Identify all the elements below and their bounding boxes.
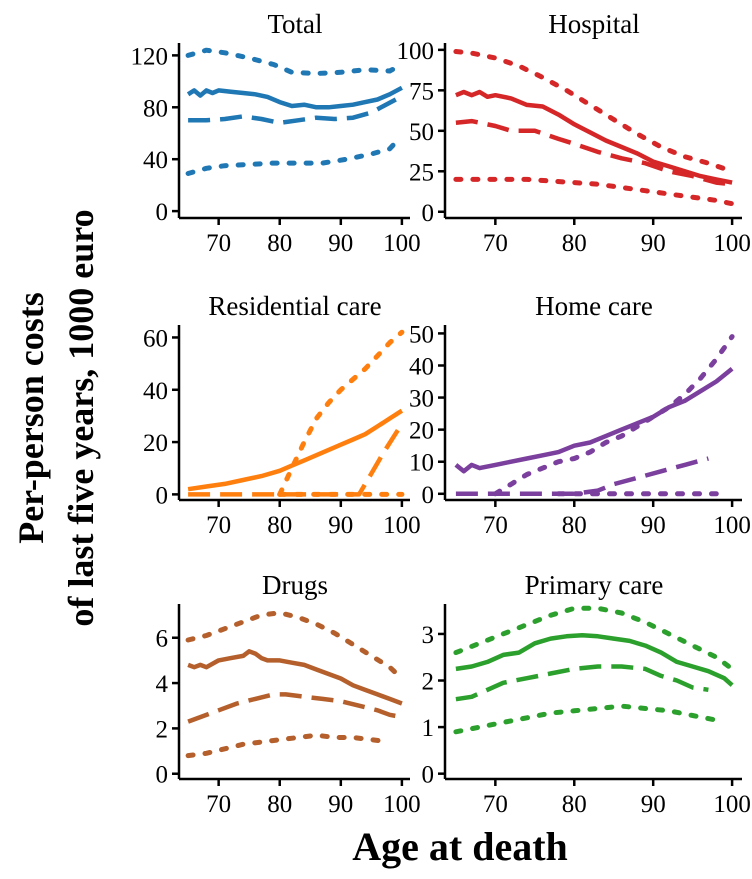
series-line-dashed-2: [188, 97, 397, 126]
y-tick-label: 100: [397, 38, 435, 65]
y-tick-label: 2: [422, 669, 435, 696]
series-line-dotted-3: [453, 605, 735, 672]
panel-title: Total: [267, 9, 322, 39]
x-tick-label: 90: [328, 230, 353, 257]
x-tick-label: 70: [206, 230, 231, 257]
y-tick-label: 75: [409, 78, 434, 105]
y-tick-label: 0: [156, 482, 169, 509]
series-line-solid-1: [187, 408, 404, 492]
x-tick-label: 70: [483, 230, 508, 257]
y-tick-label: 0: [422, 200, 435, 227]
x-tick-label: 70: [483, 791, 508, 818]
y-axis-label-line1: Per-person costs: [11, 292, 51, 544]
x-axis-label: Age at death: [352, 824, 568, 869]
x-tick-label: 90: [328, 512, 353, 539]
panel-total: Total 0 40 80 120 70 80 90 100: [131, 9, 421, 257]
y-tick-label: 0: [156, 762, 169, 789]
panel-residential-care: Residential care 0 20 40 60 70 80 90 100: [143, 291, 421, 539]
series-line-solid-1: [455, 89, 733, 185]
x-tick-label: 80: [562, 230, 587, 257]
x-tick-label: 100: [713, 512, 751, 539]
x-tick-label: 100: [383, 512, 421, 539]
series-line-dotted-3: [492, 334, 735, 497]
y-tick-label: 50: [409, 321, 434, 348]
panel-title: Home care: [535, 291, 653, 321]
y-tick-label: 10: [409, 450, 434, 477]
series-line-dotted-3: [185, 47, 405, 76]
series-line-solid-1: [187, 649, 403, 706]
x-tick-label: 70: [206, 791, 231, 818]
y-tick-label: 0: [422, 762, 435, 789]
x-tick-label: 100: [713, 230, 751, 257]
x-tick-label: 80: [267, 791, 292, 818]
x-tick-label: 80: [562, 512, 587, 539]
y-tick-label: 4: [156, 671, 169, 698]
series-line-dotted-3: [277, 329, 405, 497]
panel-primary-care: Primary care 0 1 2 3 70 80 90 100: [422, 570, 751, 818]
series-line-solid-1: [455, 633, 734, 687]
x-tick-label: 90: [641, 230, 666, 257]
panel-title: Hospital: [548, 9, 640, 39]
y-tick-label: 3: [422, 622, 435, 649]
series-line-dashed-2: [455, 118, 733, 187]
y-tick-label: 40: [143, 378, 168, 405]
y-tick-label: 60: [143, 325, 168, 352]
y-tick-label: 2: [156, 716, 169, 743]
series-line-dashed-2: [187, 692, 403, 724]
series-line-dotted-4: [185, 732, 393, 759]
series-line-dotted-4: [185, 139, 399, 176]
y-tick-label: 120: [131, 43, 169, 70]
y-tick-label: 40: [143, 147, 168, 174]
panel-home-care: Home care 0 10 20 30 40 50 70 80 90 100: [409, 291, 751, 539]
y-tick-label: 20: [409, 418, 434, 445]
y-tick-label: 40: [409, 353, 434, 380]
x-tick-label: 90: [328, 791, 353, 818]
series-line-solid-1: [454, 366, 734, 474]
series-line-dotted-4: [453, 176, 735, 207]
y-tick-label: 6: [156, 626, 169, 653]
panel-drugs: Drugs 0 2 4 6 70 80 90 100: [156, 570, 421, 818]
x-tick-label: 70: [206, 512, 231, 539]
panel-hospital: Hospital 0 25 50 75 100 70 80 90 100: [397, 9, 751, 257]
x-tick-label: 100: [383, 230, 421, 257]
x-tick-label: 100: [713, 791, 751, 818]
series-line-dashed-2: [455, 664, 709, 702]
series-line-dotted-3: [185, 610, 405, 681]
x-tick-label: 70: [483, 512, 508, 539]
x-tick-label: 80: [562, 791, 587, 818]
panel-title: Primary care: [525, 570, 664, 600]
y-tick-label: 30: [409, 386, 434, 413]
y-tick-label: 0: [156, 199, 169, 226]
y-tick-label: 25: [409, 159, 434, 186]
x-tick-label: 80: [267, 230, 292, 257]
series-line-solid-1: [186, 85, 403, 110]
panel-title: Drugs: [262, 570, 328, 600]
y-axis-label-line2: of last five years, 1000 euro: [61, 209, 101, 626]
series-line-dotted-3: [453, 49, 735, 174]
series-line-dotted-4: [453, 703, 719, 735]
y-tick-label: 50: [409, 119, 434, 146]
y-tick-label: 20: [143, 430, 168, 457]
y-tick-label: 80: [143, 95, 168, 122]
x-tick-label: 80: [267, 512, 292, 539]
y-tick-label: 0: [422, 482, 435, 509]
y-tick-label: 1: [422, 715, 435, 742]
x-tick-label: 90: [641, 512, 666, 539]
series-line-dashed-2: [188, 422, 404, 497]
x-tick-label: 90: [641, 791, 666, 818]
panel-title: Residential care: [208, 291, 381, 321]
x-tick-label: 100: [383, 791, 421, 818]
